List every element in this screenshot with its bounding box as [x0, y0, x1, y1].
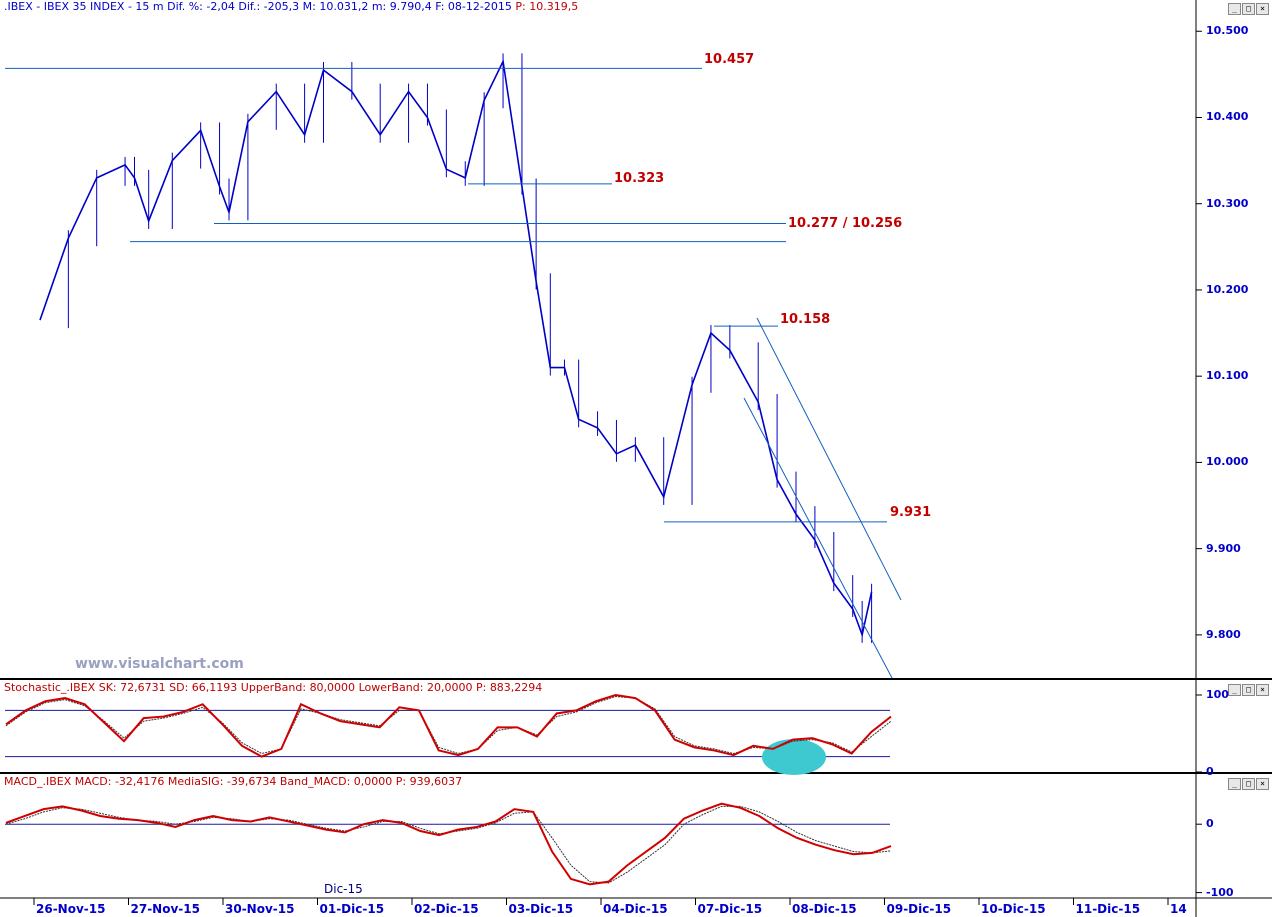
macd-series [5, 802, 892, 886]
maximize-icon[interactable]: □ [1242, 3, 1255, 15]
price-tick-label: 9.900 [1206, 541, 1241, 555]
date-tick-label: 01-Dic-15 [319, 902, 385, 916]
level-label: 9.931 [890, 505, 932, 520]
price-tick-label: 10.200 [1206, 282, 1249, 296]
price-tick-label: 10.400 [1206, 110, 1249, 124]
timeframe: 15 m [135, 0, 164, 13]
stoch-lower: 20,0000 [426, 681, 473, 694]
close-icon[interactable]: × [1256, 3, 1269, 15]
macd-sig: -39,6734 [226, 775, 277, 788]
macd-signal-line [5, 805, 892, 884]
date-tick-label: 09-Dic-15 [886, 902, 952, 916]
stochastic-series [5, 693, 892, 775]
minimize-icon[interactable]: _ [1228, 778, 1241, 790]
date-tick-label: 30-Nov-15 [225, 902, 295, 916]
price-tick-label: 10.500 [1206, 24, 1249, 38]
price-tick-label: 10.300 [1206, 196, 1249, 210]
macd-tick-label: 0 [1206, 817, 1214, 831]
stoch-upper: 80,0000 [309, 681, 356, 694]
price-window-controls: _ □ × [1228, 3, 1269, 15]
level-label: 10.158 [780, 312, 831, 327]
date-tick-label: 14 [1170, 902, 1187, 916]
maximize-icon[interactable]: □ [1242, 778, 1255, 790]
price-tick-label: 10.000 [1206, 455, 1249, 469]
date-tick-label: 04-Dic-15 [603, 902, 668, 916]
min-value: 9.790,4 [389, 0, 432, 13]
stoch-window-controls: _ □ × [1228, 684, 1269, 696]
date-tick-label: 26-Nov-15 [36, 902, 106, 916]
macd-p: 939,6037 [409, 775, 463, 788]
maximize-icon[interactable]: □ [1242, 684, 1255, 696]
minimize-icon[interactable]: _ [1228, 3, 1241, 15]
level-label: 10.323 [614, 171, 665, 186]
stoch-tick-label: 100 [1206, 688, 1229, 701]
stoch-sd: 66,1193 [191, 681, 238, 694]
price-line [39, 58, 873, 638]
macd-tick-label: -100 [1206, 885, 1234, 899]
date-tick-label: 08-Dic-15 [792, 902, 857, 916]
level-label: 10.277 / 10.256 [788, 216, 903, 231]
close-icon[interactable]: × [1256, 684, 1269, 696]
price-series [39, 53, 873, 643]
channel-line [756, 317, 902, 601]
date-tick-label: 10-Dic-15 [981, 902, 1046, 916]
symbol-name: .IBEX - IBEX 35 INDEX [4, 0, 125, 13]
macd-name: MACD_.IBEX [4, 775, 72, 788]
stoch-name: Stochastic_.IBEX [4, 681, 96, 694]
channel-line [743, 397, 893, 679]
date-value: 08-12-2015 [447, 0, 512, 13]
macd-window-controls: _ □ × [1228, 778, 1269, 790]
close-icon[interactable]: × [1256, 778, 1269, 790]
stoch-header: Stochastic_.IBEX SK: 72,6731 SD: 66,1193… [4, 681, 543, 694]
price-tick-label: 9.800 [1206, 627, 1241, 641]
macd-header: MACD_.IBEX MACD: -32,4176 MediaSIG: -39,… [4, 775, 463, 788]
macd-band: 0,0000 [353, 775, 393, 788]
level-label: 10.457 [704, 52, 755, 67]
stoch-sk-line [5, 693, 892, 758]
price-value: 10.319,5 [529, 0, 579, 13]
stoch-p: 883,2294 [489, 681, 543, 694]
price-header: .IBEX - IBEX 35 INDEX - 15 m Dif. %: -2,… [4, 0, 579, 13]
highlight-ellipse [762, 739, 826, 775]
macd-value: -32,4176 [114, 775, 165, 788]
max-value: 10.031,2 [319, 0, 369, 13]
minimize-icon[interactable]: _ [1228, 684, 1241, 696]
date-tick-label: 02-Dic-15 [414, 902, 479, 916]
dif-pct-value: -2,04 [206, 0, 235, 13]
month-label: Dic-15 [324, 882, 363, 896]
dif-value: -205,3 [263, 0, 300, 13]
date-tick-label: 03-Dic-15 [508, 902, 574, 916]
date-tick-label: 11-Dic-15 [1075, 902, 1141, 916]
price-tick-label: 10.100 [1206, 369, 1249, 383]
stoch-tick-label: 0 [1206, 765, 1214, 778]
date-tick-label: 27-Nov-15 [130, 902, 200, 916]
date-tick-label: 07-Dic-15 [697, 902, 763, 916]
watermark: www.visualchart.com [75, 656, 244, 672]
macd-line [5, 802, 892, 886]
stoch-sk: 72,6731 [120, 681, 166, 694]
